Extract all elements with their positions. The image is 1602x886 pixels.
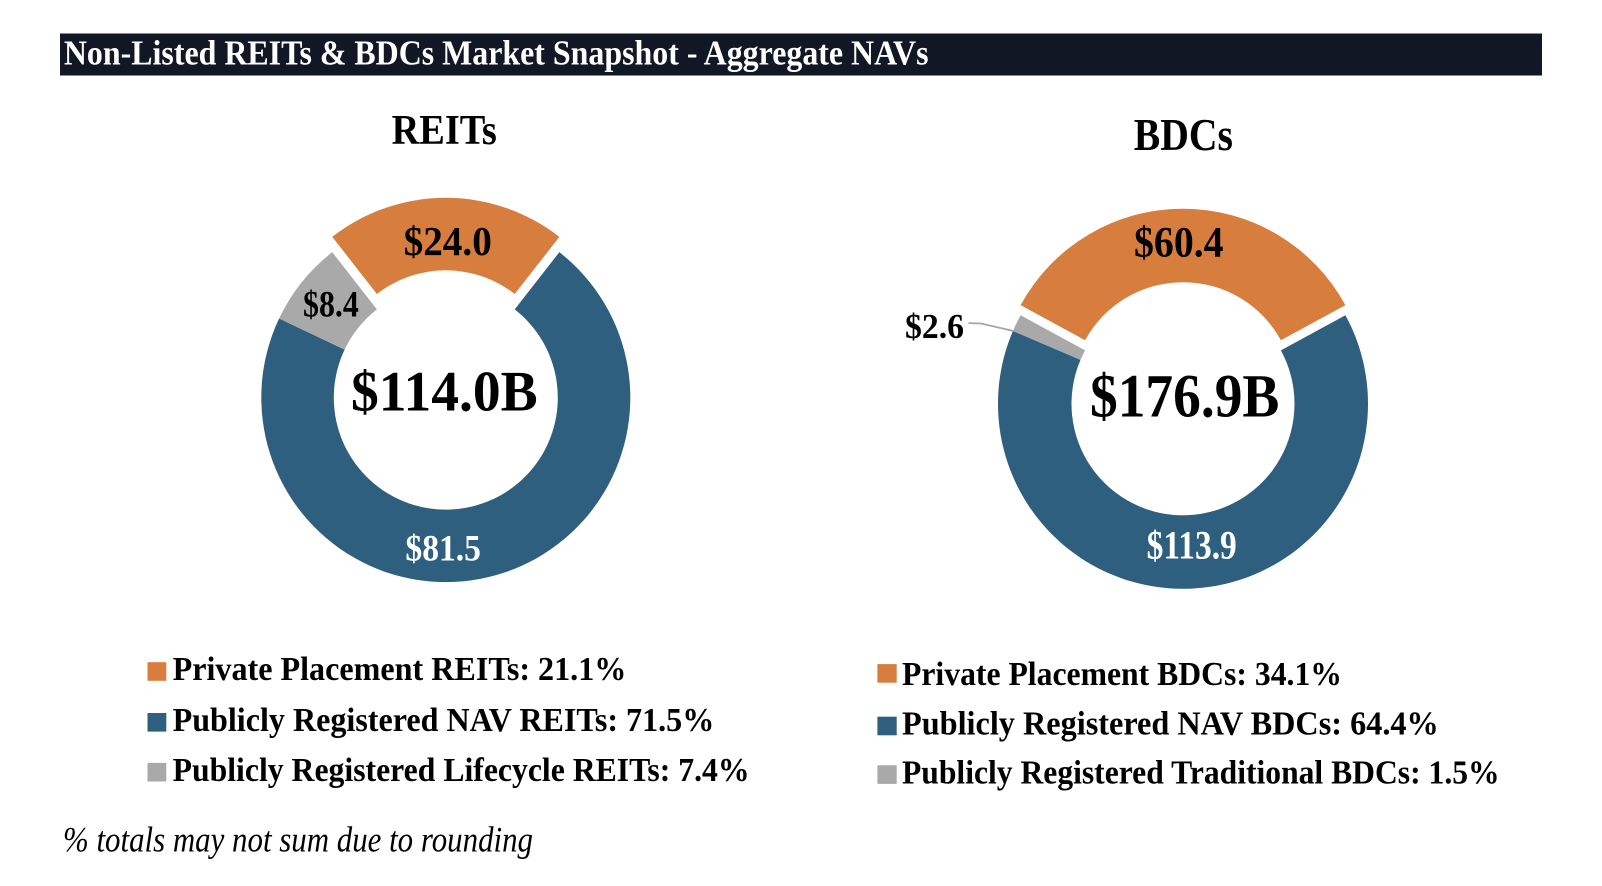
svg-text:$60.4: $60.4 [1134,219,1224,266]
svg-text:REITs: REITs [392,108,497,154]
svg-text:BDCs: BDCs [1134,109,1233,160]
svg-text:Publicly Registered Lifecycle: Publicly Registered Lifecycle REITs: 7.4… [173,751,750,789]
svg-text:Publicly Registered NAV REITs:: Publicly Registered NAV REITs: 71.5% [173,701,715,739]
svg-text:$114.0B: $114.0B [351,361,538,424]
svg-text:Non-Listed REITs & BDCs Market: Non-Listed REITs & BDCs Market Snapshot … [64,34,929,73]
svg-text:Publicly Registered Traditiona: Publicly Registered Traditional BDCs: 1.… [902,753,1500,791]
svg-text:Private Placement REITs: 21.1%: Private Placement REITs: 21.1% [173,650,627,688]
svg-text:$24.0: $24.0 [404,218,492,264]
svg-text:Private Placement BDCs: 34.1%: Private Placement BDCs: 34.1% [902,655,1342,693]
svg-text:Publicly Registered NAV BDCs:: Publicly Registered NAV BDCs: 64.4% [902,705,1439,743]
svg-text:% totals may not sum due to ro: % totals may not sum due to rounding [63,820,533,860]
svg-text:$113.9: $113.9 [1147,523,1237,568]
svg-text:$8.4: $8.4 [303,284,359,325]
svg-text:$2.6: $2.6 [905,306,964,346]
svg-text:$81.5: $81.5 [405,528,481,569]
svg-text:$176.9B: $176.9B [1090,363,1279,431]
